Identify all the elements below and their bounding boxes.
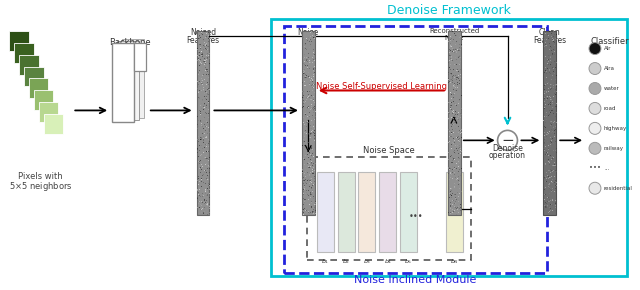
Bar bbox=[112, 43, 134, 122]
Bar bbox=[19, 55, 38, 75]
Circle shape bbox=[589, 122, 601, 134]
Circle shape bbox=[589, 43, 601, 55]
Text: Classifier: Classifier bbox=[591, 37, 629, 46]
Bar bbox=[13, 43, 33, 63]
Text: ...: ... bbox=[604, 166, 609, 171]
Text: •••: ••• bbox=[589, 165, 601, 171]
Bar bbox=[543, 31, 556, 215]
Text: operation: operation bbox=[489, 151, 526, 160]
Bar bbox=[38, 102, 58, 122]
Text: Clean: Clean bbox=[539, 28, 561, 37]
Text: Pixels with: Pixels with bbox=[18, 172, 63, 181]
Bar bbox=[196, 31, 209, 215]
Text: Alra: Alra bbox=[604, 66, 615, 71]
Text: Noise Space: Noise Space bbox=[363, 146, 415, 155]
Text: $b_3$: $b_3$ bbox=[363, 257, 371, 266]
Text: Noise: Noise bbox=[298, 28, 319, 37]
Circle shape bbox=[589, 82, 601, 95]
Bar bbox=[134, 43, 146, 70]
Text: $b_5$: $b_5$ bbox=[404, 257, 413, 266]
Bar bbox=[302, 31, 315, 215]
Bar bbox=[338, 172, 355, 252]
Bar bbox=[448, 31, 461, 215]
Bar bbox=[29, 79, 49, 98]
Text: Noise: Noise bbox=[445, 35, 464, 41]
Text: road: road bbox=[604, 106, 616, 111]
Text: −: − bbox=[501, 133, 514, 148]
Bar bbox=[24, 66, 44, 86]
Text: 5$\times$5 neighbors: 5$\times$5 neighbors bbox=[9, 180, 72, 193]
Text: highway: highway bbox=[604, 126, 627, 131]
Bar bbox=[271, 19, 627, 276]
Bar bbox=[358, 172, 376, 252]
Bar bbox=[117, 41, 139, 120]
Bar bbox=[33, 90, 53, 110]
Text: Noise Self-Supervised Learning: Noise Self-Supervised Learning bbox=[316, 82, 447, 91]
Text: residential: residential bbox=[604, 186, 633, 191]
Text: $b_N$: $b_N$ bbox=[450, 257, 459, 266]
Circle shape bbox=[497, 130, 518, 150]
Bar bbox=[307, 157, 471, 260]
Text: Features: Features bbox=[533, 36, 566, 45]
Bar bbox=[9, 31, 29, 50]
Circle shape bbox=[589, 142, 601, 154]
Text: Features: Features bbox=[186, 36, 220, 45]
Circle shape bbox=[589, 102, 601, 115]
Circle shape bbox=[589, 182, 601, 194]
Bar bbox=[446, 172, 463, 252]
Text: Reconstructed: Reconstructed bbox=[429, 28, 479, 34]
Text: water: water bbox=[604, 86, 620, 91]
Bar bbox=[380, 172, 396, 252]
Text: railway: railway bbox=[604, 146, 624, 151]
Bar bbox=[400, 172, 417, 252]
Bar bbox=[317, 172, 333, 252]
Text: Model: Model bbox=[117, 46, 143, 55]
Circle shape bbox=[589, 63, 601, 75]
Text: $b_1$: $b_1$ bbox=[321, 257, 330, 266]
Text: Alr: Alr bbox=[604, 46, 611, 51]
Text: $b_4$: $b_4$ bbox=[383, 257, 392, 266]
Text: Denoise Framework: Denoise Framework bbox=[387, 4, 511, 17]
Text: Denoise: Denoise bbox=[492, 144, 523, 153]
Bar bbox=[44, 115, 63, 134]
Text: Noised: Noised bbox=[190, 28, 216, 37]
Bar bbox=[284, 26, 547, 273]
Text: •••: ••• bbox=[409, 212, 424, 221]
Text: Backbone: Backbone bbox=[109, 38, 151, 47]
Bar bbox=[122, 39, 144, 118]
Text: $b_2$: $b_2$ bbox=[342, 257, 350, 266]
Text: Noise Inclined Module: Noise Inclined Module bbox=[355, 275, 477, 285]
